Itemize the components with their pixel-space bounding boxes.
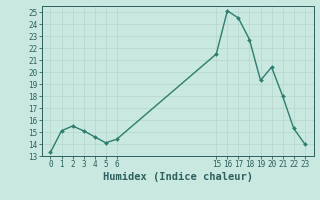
X-axis label: Humidex (Indice chaleur): Humidex (Indice chaleur)	[103, 172, 252, 182]
